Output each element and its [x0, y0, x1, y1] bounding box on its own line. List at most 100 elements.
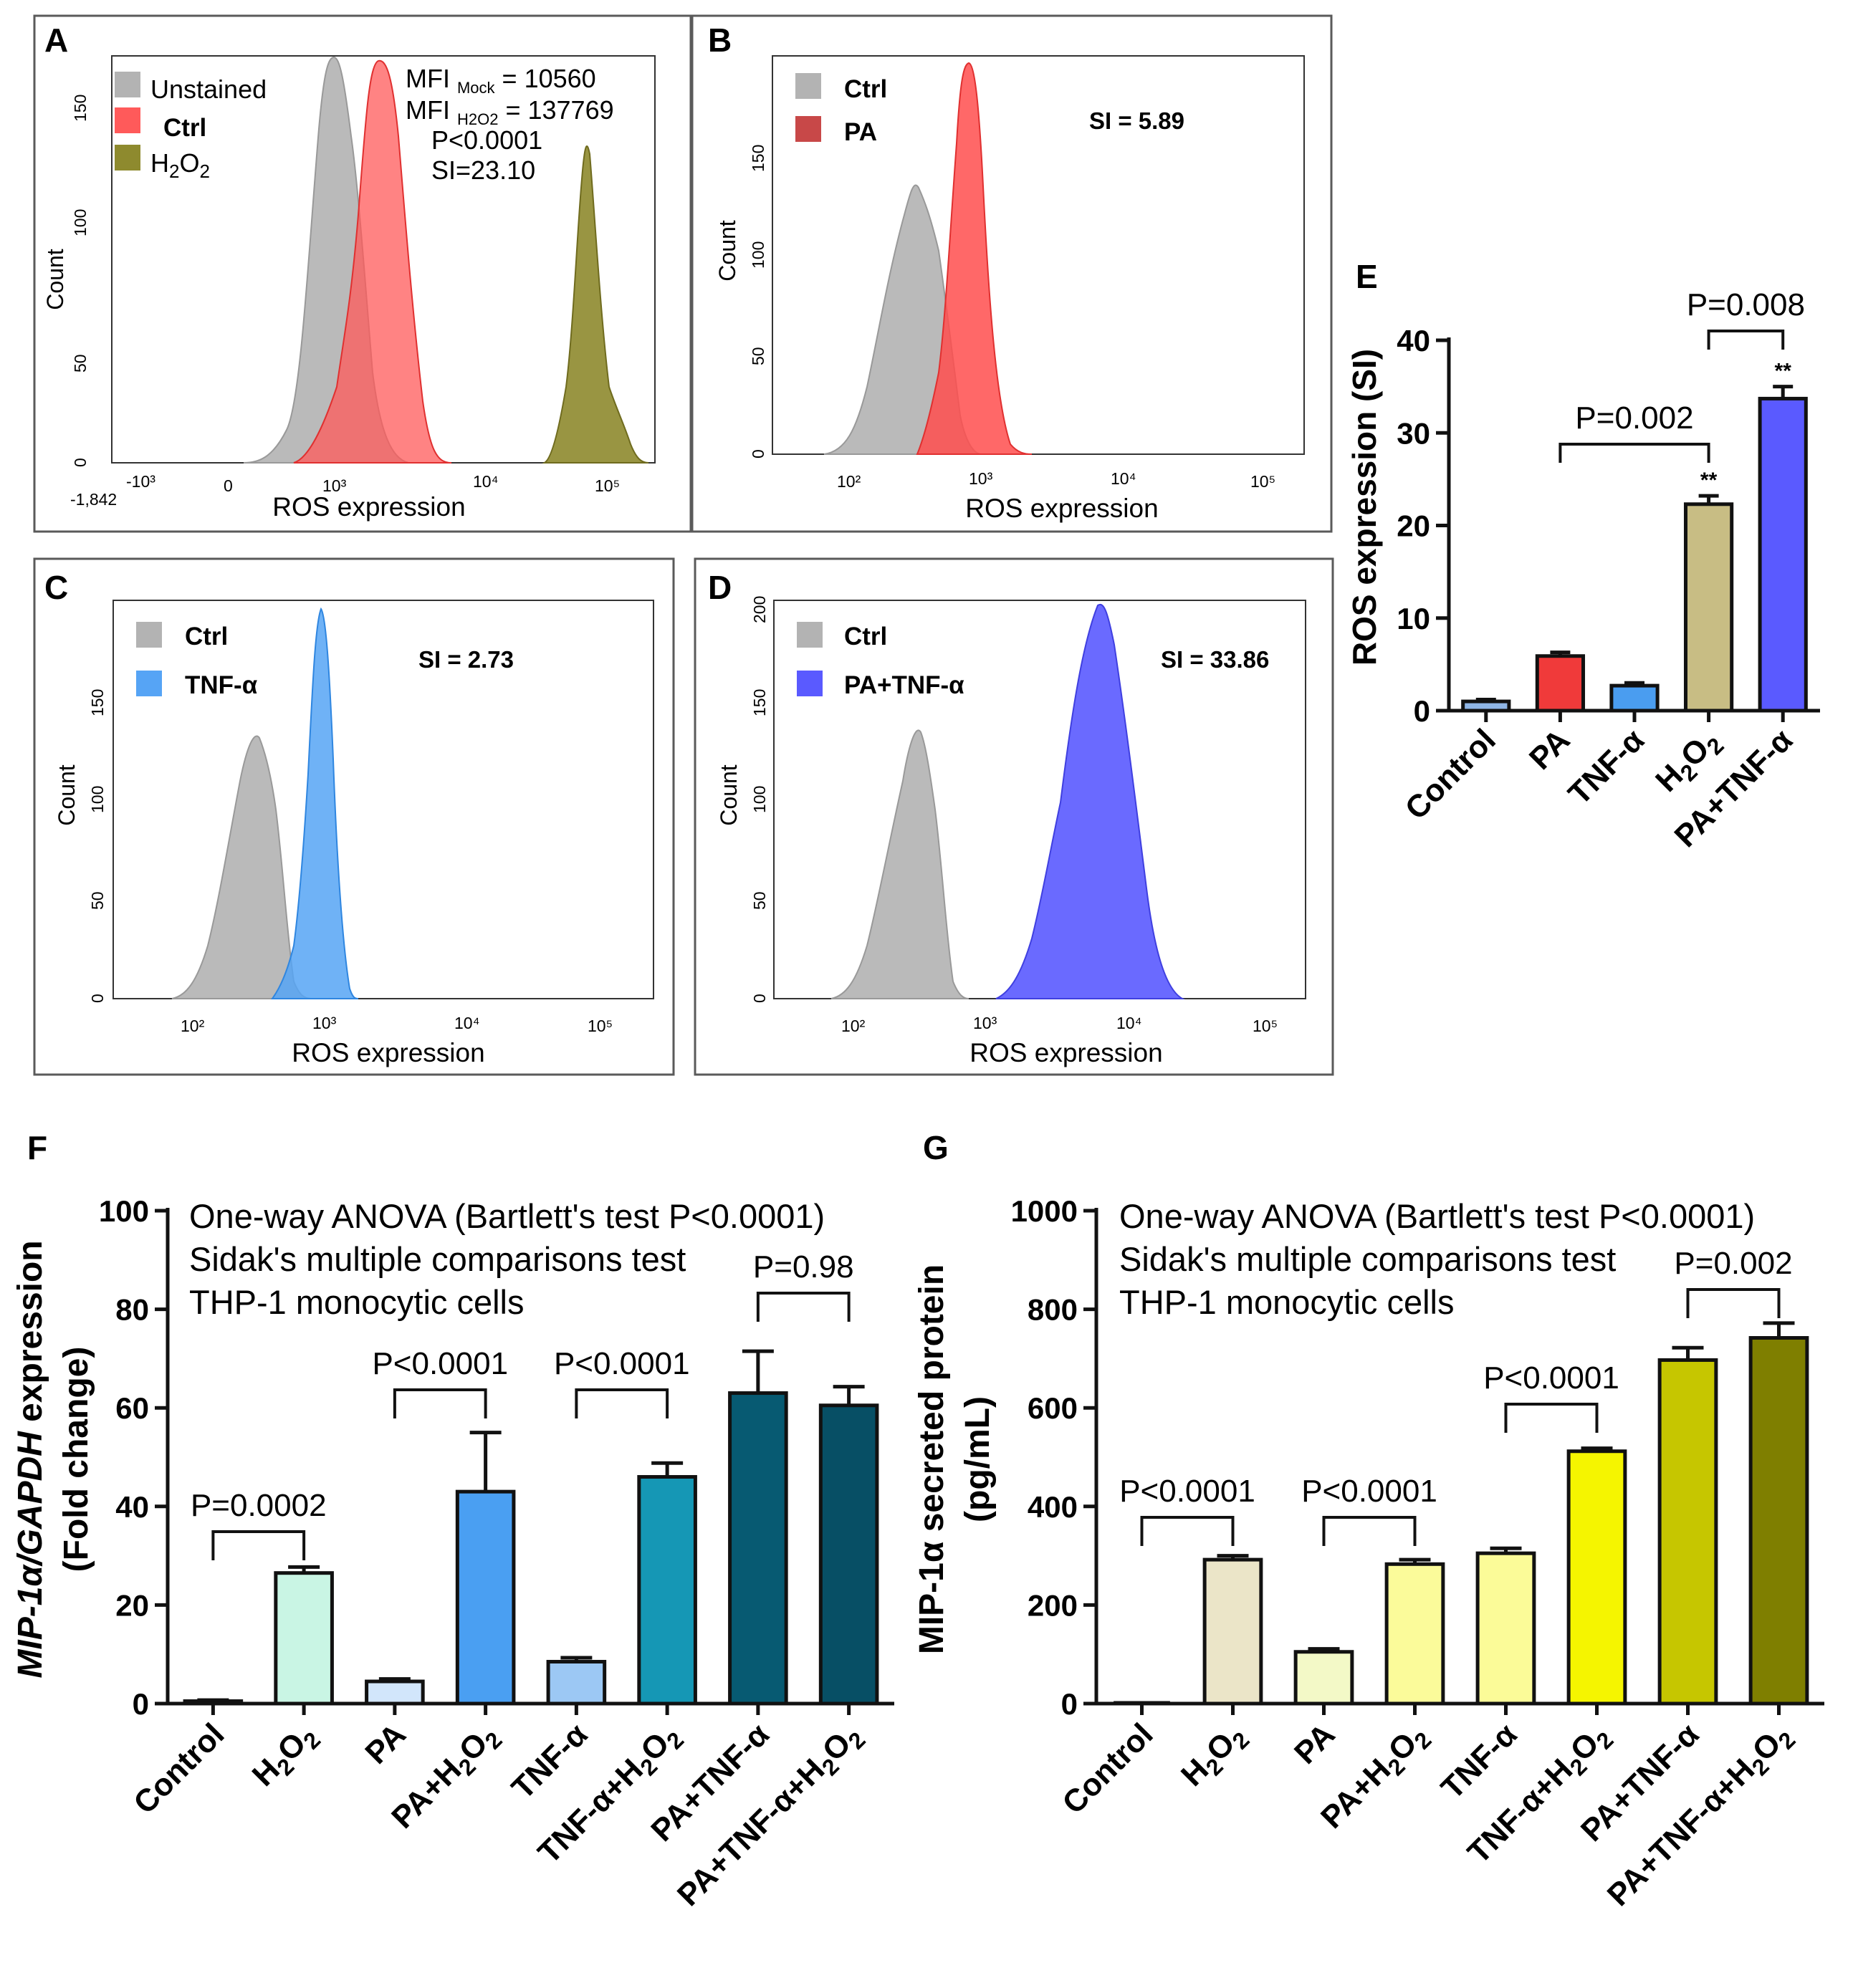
bar-tnf-h2o2 — [1566, 1449, 1627, 1706]
x-label-pa: PA — [1288, 1716, 1342, 1771]
legend-ctrl: Ctrl — [163, 114, 206, 142]
panel-g-stats-line3: THP-1 monocytic cells — [1119, 1283, 1455, 1321]
x-label-control: Control — [1055, 1716, 1159, 1820]
bar-pa — [365, 1679, 425, 1706]
panel-e-y-title: ROS expression (SI) — [1346, 349, 1383, 666]
y-tick-label-30: 30 — [1397, 416, 1430, 450]
legend-unstained: Unstained — [150, 75, 267, 104]
panel-g-label: G — [923, 1129, 949, 1166]
y-tick-label-60: 60 — [115, 1391, 149, 1425]
tick-c-y-0: 0 — [88, 994, 107, 1003]
legend-swatch-pa — [795, 116, 821, 142]
tick-c-y-150: 150 — [88, 689, 107, 716]
panel-c-label: C — [44, 569, 68, 606]
panel-a-label: A — [44, 21, 68, 59]
bar-pa-tnf-h2o2 — [818, 1403, 879, 1706]
panel-f: F MIP-1α/GAPDH expression (Fold change) … — [11, 1129, 894, 1913]
panel-g-stats-line1: One-way ANOVA (Bartlett's test P<0.0001) — [1119, 1197, 1755, 1235]
y-tick-label-80: 80 — [115, 1293, 149, 1327]
significance-bracket-1 — [1140, 1516, 1235, 1546]
annotation-si-c: SI = 2.73 — [418, 646, 514, 673]
y-tick-label-600: 600 — [1028, 1391, 1078, 1425]
panel-b: B 0 50 100 150 Count 10² 10³ 10⁴ 10⁵ ROS… — [691, 14, 1333, 533]
legend-ctrl-b: Ctrl — [844, 75, 887, 103]
significance-bracket-1 — [1558, 443, 1710, 463]
legend-swatch-ctrl-b — [795, 73, 821, 99]
legend-swatch-ctrl — [115, 107, 140, 133]
annotation-si-b: SI = 5.89 — [1089, 107, 1184, 134]
histogram-pa — [916, 62, 1033, 455]
y-tick-label-20: 20 — [115, 1588, 149, 1622]
panel-d-label: D — [708, 569, 732, 606]
panel-g: G MIP-1α secreted protein (pg/mL) One-wa… — [913, 1129, 1824, 1913]
tick-c-x-1e5: 10⁵ — [588, 1017, 613, 1035]
panel-c-y-ticks: 0 50 100 150 — [88, 689, 107, 1003]
panel-e-label: E — [1356, 258, 1378, 295]
y-tick-label-20: 20 — [1397, 509, 1430, 543]
bar-control — [1461, 699, 1511, 713]
y-tick-label-200: 200 — [1028, 1588, 1078, 1622]
tick-d-x-1e2: 10² — [841, 1017, 866, 1035]
panel-c-plot-area — [112, 600, 654, 999]
significance-bracket-4 — [1686, 1288, 1781, 1318]
y-tick-label-10: 10 — [1397, 602, 1430, 635]
panel-b-y-ticks: 0 50 100 150 — [749, 145, 767, 458]
tick-c-y-100: 100 — [88, 786, 107, 813]
panel-a-y-label: Count — [42, 249, 68, 310]
y-tick-label-0: 0 — [1061, 1687, 1078, 1721]
panel-d-y-label: Count — [716, 764, 742, 826]
legend-swatch-tnf — [136, 671, 162, 696]
x-label-control: Control — [1399, 722, 1503, 826]
tick-d-y-0: 0 — [750, 994, 769, 1003]
tick-d-y-150: 150 — [750, 689, 769, 716]
significance-bracket-2 — [1707, 330, 1785, 350]
significance-label-3: P<0.0001 — [1483, 1360, 1619, 1396]
tick-d-y-200: 200 — [750, 596, 769, 623]
panel-a-legend: Unstained Ctrl H2O2 — [115, 72, 267, 182]
x-label-tnf: TNF-α — [505, 1716, 595, 1806]
legend-patnf: PA+TNF-α — [844, 671, 964, 699]
tick-d-x-1e5: 10⁵ — [1253, 1017, 1278, 1035]
panel-a-x-ticks: -1,842 -10³ 0 10³ 10⁴ 10⁵ — [70, 472, 620, 509]
significance-label-1: P=0.002 — [1575, 400, 1693, 436]
x-label-control: Control — [127, 1716, 231, 1820]
legend-swatch-patnf — [797, 671, 823, 696]
tick-a-x-1e3: 10³ — [322, 476, 347, 495]
tick-a-x-neg1842: -1,842 — [70, 490, 117, 509]
significance-label-3: P<0.0001 — [554, 1346, 690, 1381]
panel-b-label: B — [708, 21, 732, 59]
tick-a-x-neg1000: -10³ — [126, 472, 155, 491]
legend-tnf: TNF-α — [185, 671, 258, 699]
tick-b-x-1e5: 10⁵ — [1250, 472, 1275, 491]
tick-a-y-100: 100 — [71, 209, 90, 236]
x-label-h2o2: H2O2 — [246, 1716, 325, 1796]
panel-e: E ROS expression (SI) 0 10 20 30 40 Control PA… — [1346, 258, 1820, 854]
bar-tnf — [1609, 683, 1660, 713]
panel-f-y-title-line2: (Fold change) — [57, 1347, 95, 1572]
significance-bracket-1 — [211, 1530, 306, 1560]
panel-g-stats-line2: Sidak's multiple comparisons test — [1119, 1240, 1616, 1278]
annotation-si-d: SI = 33.86 — [1161, 646, 1269, 673]
bar-tnf-h2o2 — [637, 1475, 697, 1706]
tick-b-y-0: 0 — [749, 449, 767, 458]
panel-a-annotations: MFI Mock = 10560 MFI H2O2 = 137769 P<0.0001 … — [406, 64, 614, 185]
panel-a-x-label: ROS expression — [272, 492, 465, 522]
panel-b-plot-area — [772, 55, 1305, 455]
y-tick-label-100: 100 — [99, 1194, 149, 1228]
histogram-ctrl — [293, 59, 452, 464]
bar-pa-tnf — [728, 1391, 788, 1706]
legend-ctrl-c: Ctrl — [185, 623, 228, 650]
significance-stars-pa-tnf: ** — [1775, 360, 1792, 383]
panel-d: D 0 50 100 150 200 Count 10² 10³ 10⁴ 10⁵… — [694, 557, 1334, 1076]
y-tick-label-0: 0 — [1414, 694, 1430, 728]
x-label-pa: PA — [1523, 722, 1577, 777]
legend-h2o2: H2O2 — [150, 148, 210, 182]
significance-bracket-3 — [1504, 1403, 1599, 1433]
histogram-ctrl-d — [830, 729, 969, 999]
annotation-p-value: P<0.0001 — [431, 125, 542, 155]
tick-d-y-100: 100 — [750, 786, 769, 813]
legend-pa: PA — [844, 118, 877, 146]
panel-a: A 0 50 100 150 Count -1,842 -10³ 0 10³ 1… — [33, 14, 692, 533]
